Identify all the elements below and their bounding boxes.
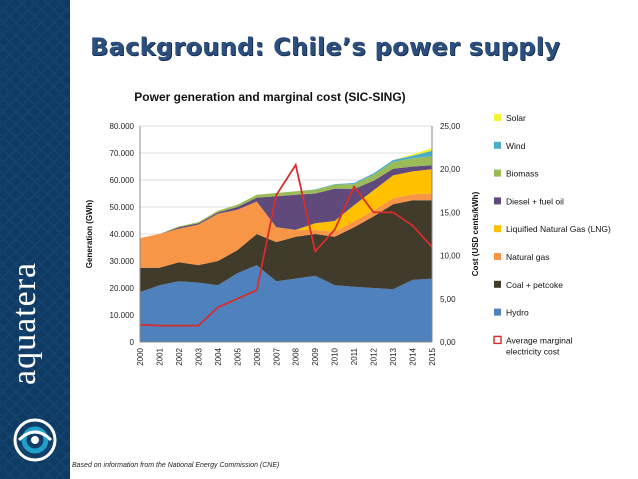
legend-label-solar: Solar (506, 113, 526, 123)
y2-tick-label: 20,00 (440, 165, 461, 174)
y-tick-label: 10.000 (110, 311, 135, 320)
x-tick-label: 2003 (194, 347, 203, 365)
legend-swatch-natural-gas (494, 253, 501, 260)
x-tick-label: 2009 (311, 347, 320, 365)
x-tick-label: 2007 (272, 347, 281, 365)
y2-tick-label: 5,00 (440, 295, 456, 304)
area-diesel-fuel-oil (140, 165, 432, 239)
y2-tick-label: 25,00 (440, 122, 461, 131)
y-tick-label: 50.000 (110, 203, 135, 212)
x-tick-label: 2014 (409, 347, 418, 365)
legend-label-biomass: Biomass (506, 169, 539, 179)
chart-axes: 0 10.000 20.000 30.000 40.000 50.000 60.000 70.… (85, 122, 480, 366)
x-tick-label: 2004 (214, 347, 223, 365)
y2-tick-label: 0,00 (440, 338, 456, 347)
chart-title: Power generation and marginal cost (SIC-… (134, 90, 405, 104)
legend-swatch-diesel-fuel-oil (494, 197, 501, 205)
y-tick-label: 30.000 (110, 257, 135, 266)
y2-tick-label: 10,00 (440, 252, 461, 261)
y2-tick-label: 15,00 (440, 208, 461, 217)
legend-label-average-marginal-cost: Average marginal electricity cost (506, 335, 573, 356)
legend-swatch-hydro (494, 308, 501, 316)
area-liquified-natural-gas-lng- (140, 169, 432, 239)
area-coal-petcoke (140, 200, 432, 293)
legend-swatch-average-marginal-cost (493, 335, 502, 345)
legend-swatch-coal-petcoke (494, 280, 501, 288)
legend-label-coal-petcoke: Coal + petcoke (506, 280, 563, 290)
area-natural-gas (140, 193, 432, 268)
legend-label-wind: Wind (506, 141, 526, 151)
area-hydro (140, 265, 432, 342)
y2-axis-title: Cost (USD cents/kWh) (471, 191, 480, 276)
chart-line (139, 162, 433, 327)
legend-label-liquified-natural-gas-lng-: Liquified Natural Gas (LNG) (506, 224, 611, 234)
x-tick-label: 2013 (389, 347, 398, 365)
legend-swatch-wind (494, 141, 501, 149)
legend-swatch-biomass (494, 169, 501, 177)
y-tick-label: 40.000 (110, 230, 135, 239)
legend-swatch-liquified-natural-gas-lng- (494, 225, 501, 233)
slide-title: Background: Chile’s power supply (90, 33, 561, 61)
chart-areas (140, 148, 432, 342)
sidebar-pattern (0, 0, 70, 479)
generation-chart: Power generation and marginal cost (SIC-… (85, 90, 611, 366)
x-tick-label: 2001 (155, 347, 164, 365)
line-average-marginal-cost (139, 162, 433, 327)
brand-sidebar: aquatera (0, 0, 70, 479)
y-tick-label: 70.000 (110, 149, 135, 158)
area-wind (140, 150, 432, 239)
x-tick-label: 2015 (428, 347, 437, 365)
x-tick-label: 2011 (350, 347, 359, 365)
legend-label-natural-gas: Natural gas (506, 252, 549, 262)
legend-label-hydro: Hydro (506, 308, 529, 318)
source-note: Based on information from the National E… (72, 462, 280, 469)
x-tick-label: 2005 (233, 347, 242, 365)
x-tick-label: 2006 (253, 347, 262, 365)
area-biomass (140, 156, 432, 239)
x-tick-label: 2010 (331, 347, 340, 365)
chart-legend: Solar Wind Biomass Diesel + fuel oil Liquifi… (493, 113, 611, 356)
y-tick-label: 80.000 (110, 122, 135, 131)
brand-logo-icon (13, 418, 57, 462)
x-tick-label: 2012 (370, 347, 379, 365)
y-tick-label: 60.000 (110, 176, 135, 185)
x-tick-label: 2000 (136, 347, 145, 365)
legend-label-diesel-fuel-oil: Diesel + fuel oil (506, 196, 564, 206)
y-axis-title: Generation (GWh) (85, 199, 94, 268)
y-tick-label: 20.000 (110, 284, 135, 293)
x-tick-label: 2002 (175, 347, 184, 365)
x-tick-label: 2008 (292, 347, 301, 365)
legend-swatch-solar (494, 114, 501, 121)
y-tick-label: 0 (130, 338, 135, 347)
